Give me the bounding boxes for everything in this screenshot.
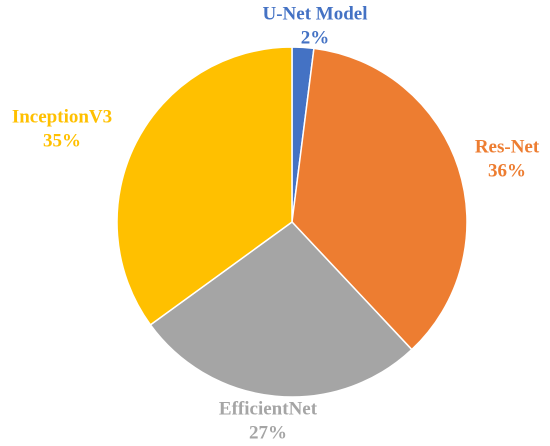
slice-label: InceptionV3 — [12, 106, 112, 127]
slice-label: Res-Net — [475, 136, 540, 157]
slice-value-label: 35% — [43, 130, 81, 151]
pie-slice — [149, 221, 413, 398]
slice-label: U-Net Model — [263, 3, 368, 24]
slice-value-label: 27% — [249, 422, 287, 443]
slice-label: EfficientNet — [219, 398, 318, 419]
slice-value-label: 36% — [488, 160, 526, 181]
slice-value-label: 2% — [301, 27, 330, 48]
pie-slice — [116, 46, 293, 326]
pie-slice — [291, 47, 468, 351]
